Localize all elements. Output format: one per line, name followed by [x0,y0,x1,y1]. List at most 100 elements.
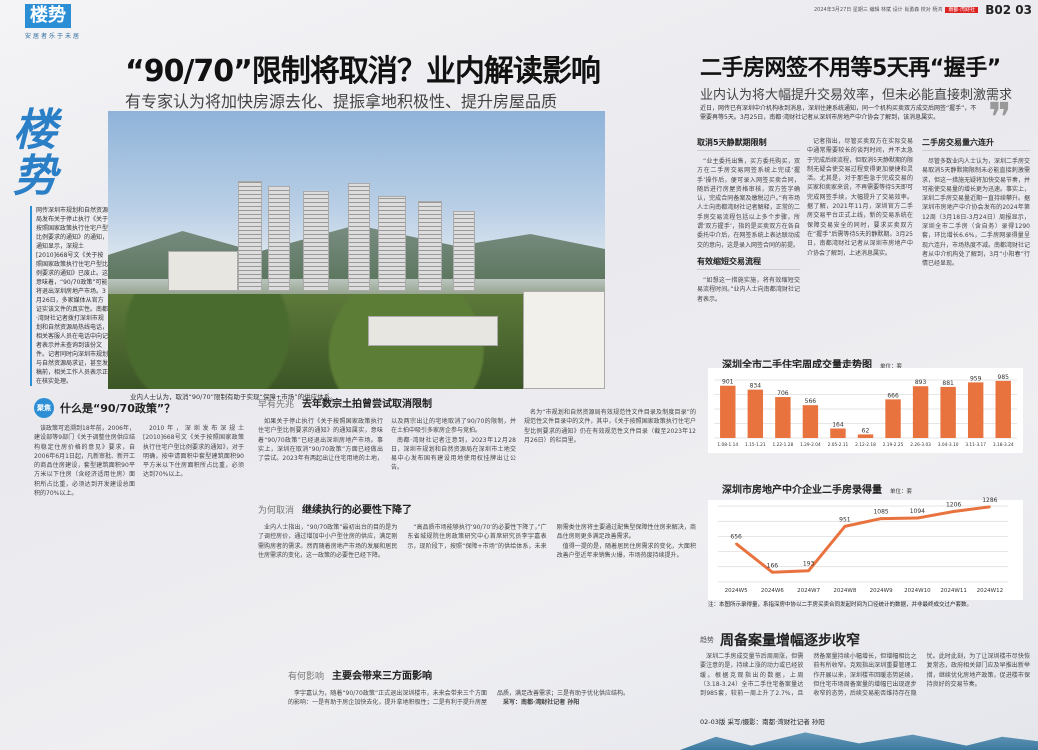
data-label: 666 [887,392,899,399]
section-title: 继续执行的必要性下降了 [302,505,413,516]
trend-kicker: 趋势 [700,636,714,644]
chart-unit: 单位：套 [880,364,903,370]
side-column-text: 名为“市规划和自然资源局有效规范性文件目录及制度目录”的规范性文件目录中的文件，… [524,409,696,444]
data-label: 893 [915,379,927,386]
x-tick-label: 2024W11 [940,588,966,594]
data-label: 164 [832,421,844,428]
data-label: 881 [942,380,954,387]
section-text: 南都·湾财社记者注意到，2023年12月28日，深圳市规划和自然资源局在深圳市土… [391,436,516,472]
trend-heading: 趋势 周备案量增幅逐步收窄 [700,630,860,650]
data-label: 193 [803,561,815,568]
col-text: “如想这一措施实施，将有效缩短交易流程时间。”业内人士向南都湾财社记者表示。 [697,276,800,303]
photo-caption: 业内人士认为，取消“90/70”限制有助于实现“保障+市场”的供应体系。 [130,393,337,401]
data-label: 834 [750,383,762,390]
right-intro: 近日，网传已有深圳中介机构收到消息，深圳住建系统通知，同一个机构买卖双方成交后网… [700,105,977,121]
bar [720,385,736,438]
focus-text: 2010年，深圳发布深规土[2010]668号文《关于按照国家政策执行住宅户型比… [143,425,244,479]
col-subheading: 有效缩短交易流程 [697,256,800,270]
x-tick-label: 1.22-1.28 [773,442,794,448]
data-point [952,510,955,513]
section-text: “高品质市场能够执行‘90/70’的必要性下降了，”广东省城规院住房政策研究中心… [407,524,696,550]
x-tick-label: 3.18-3.24 [993,442,1014,448]
data-label: 1085 [873,509,888,516]
series-line [735,505,991,574]
data-label: 951 [839,516,851,523]
col-heading: 二手房交易量六连升 [922,137,1030,151]
bar [775,397,791,438]
data-point [807,569,810,572]
left-subhead: 有专家认为将加快房源去化、提振拿地积极性、提升房屋品质 [125,92,558,111]
issue-meta: 2024年3月27日 星期三 编辑 林斌 设计 肖勇森 校对 杨鸿 南都·湾财社 [814,6,978,13]
section-tagline: 安居者乐于未居 [25,33,82,40]
x-tick-label: 2024W7 [797,588,820,594]
section-text: 李宇嘉认为，随着“90/70政策”正式退出深圳楼市，未来会带来三个方面的影响：一… [288,690,630,707]
chart-note: 注：本图所示录得量，系指深房中协以二手房买卖合同发起时间为口径统计的数据，并非最… [708,602,973,608]
x-tick-label: 2.12-2.18 [855,442,876,448]
left-headline: “90/70”限制将取消？业内解读影响 [125,54,601,89]
page-credit: 02-03版 采写/摄影：南都·湾财社记者 孙阳 [700,718,825,726]
lead-column: 网传深圳市规划和自然资源局发布关于停止执行《关于按照国家政策执行住宅户型比例要求… [30,206,108,386]
line-chart: 656 2024W5 166 2024W6 193 2024W7 951 2024W8 1085… [708,497,1023,600]
bar-chart-title: 深圳全市二手住宅周成交量走势图 单位：套 [722,353,902,372]
x-tick-label: 2024W12 [977,588,1003,594]
data-label: 566 [805,398,817,405]
data-point [988,505,991,508]
quote-mark-icon: ❞ [988,95,1012,141]
x-tick-label: 1.29-2.04 [800,442,821,448]
data-label: 62 [862,427,870,434]
x-tick-label: 2024W9 [870,588,893,594]
trend-title: 周备案量增幅逐步收窄 [720,633,860,649]
x-tick-label: 2024W8 [833,588,856,594]
data-label: 656 [730,534,742,541]
bar [830,428,846,438]
section-text: 值得一提的是，随着居民住房需求的变化，大面积改善户型近年来销售火爆，市场热度持续… [556,542,696,559]
data-label: 706 [777,390,789,397]
bar [995,380,1011,438]
bar [885,399,901,438]
section-title: 去年数宗土拍曾尝试取消限制 [302,399,433,410]
x-tick-label: 2024W6 [761,588,784,594]
data-point [880,517,883,520]
x-tick-label: 2024W5 [725,588,748,594]
bar [802,405,819,438]
section-title: 主要会带来三方面影响 [332,671,433,682]
brand-badge: 南都·湾财社 [945,7,978,13]
data-label: 1206 [946,501,961,508]
focus-heading: 聚焦 什么是“90/70政策”？ [34,398,175,418]
section-kicker: 有何影响 [288,672,325,682]
bar-chart: 901 1.08-1.14 834 1.15-1.21 706 1.22-1.28 566 1… [708,368,1023,453]
right-headline: 二手房网签不用等5天再“握手” [700,56,1001,81]
data-point [916,517,919,520]
data-point [735,542,738,545]
credit: 采写：南都·湾财社记者 孙阳 [503,699,580,707]
trend-text: 深圳二手房成交量节后周周涨，但需要注意的是，持续上涨的动力或已经放缓。根据克观指… [700,653,1030,698]
data-label: 166 [767,562,779,569]
chart-unit: 单位：套 [890,489,913,495]
chart-title: 深圳全市二手住宅周成交量走势图 [722,360,872,371]
focus-text: 该政策可追溯到18年前，2006年，建设部等9部门《关于调整住房供应结构稳定住房… [34,425,135,498]
data-point [771,571,774,574]
decorative-hills [680,732,1038,750]
col-text: 尽管多数业内人士认为，深圳二手房交易取消5天静默期限制未必能直接刺激需求，但这一… [922,158,1031,268]
col-heading: 取消5天静默期限制 [697,137,800,151]
x-tick-label: 3.11-3.17 [965,442,986,448]
focus-title: 什么是“90/70政策”？ [60,402,176,415]
x-tick-label: 2.19-2.25 [883,442,904,448]
section-logo: 楼势 [25,4,71,28]
data-label: 1094 [910,508,925,515]
bar [967,382,984,438]
data-label: 959 [970,375,982,382]
section-kicker: 为何取消 [258,506,295,516]
data-label: 985 [998,374,1010,381]
x-tick-label: 2.05-2.11 [828,442,849,448]
bar [912,386,929,438]
bar [940,386,956,438]
data-label: 901 [722,379,734,386]
bar [857,434,874,438]
bar [747,389,764,438]
data-point [843,525,846,528]
focus-badge: 聚焦 [34,398,54,418]
chart-background [708,500,1023,600]
issue-date: 2024年3月27日 星期三 编辑 林斌 设计 肖勇森 校对 杨鸿 [814,7,943,13]
data-label: 1286 [982,497,997,504]
